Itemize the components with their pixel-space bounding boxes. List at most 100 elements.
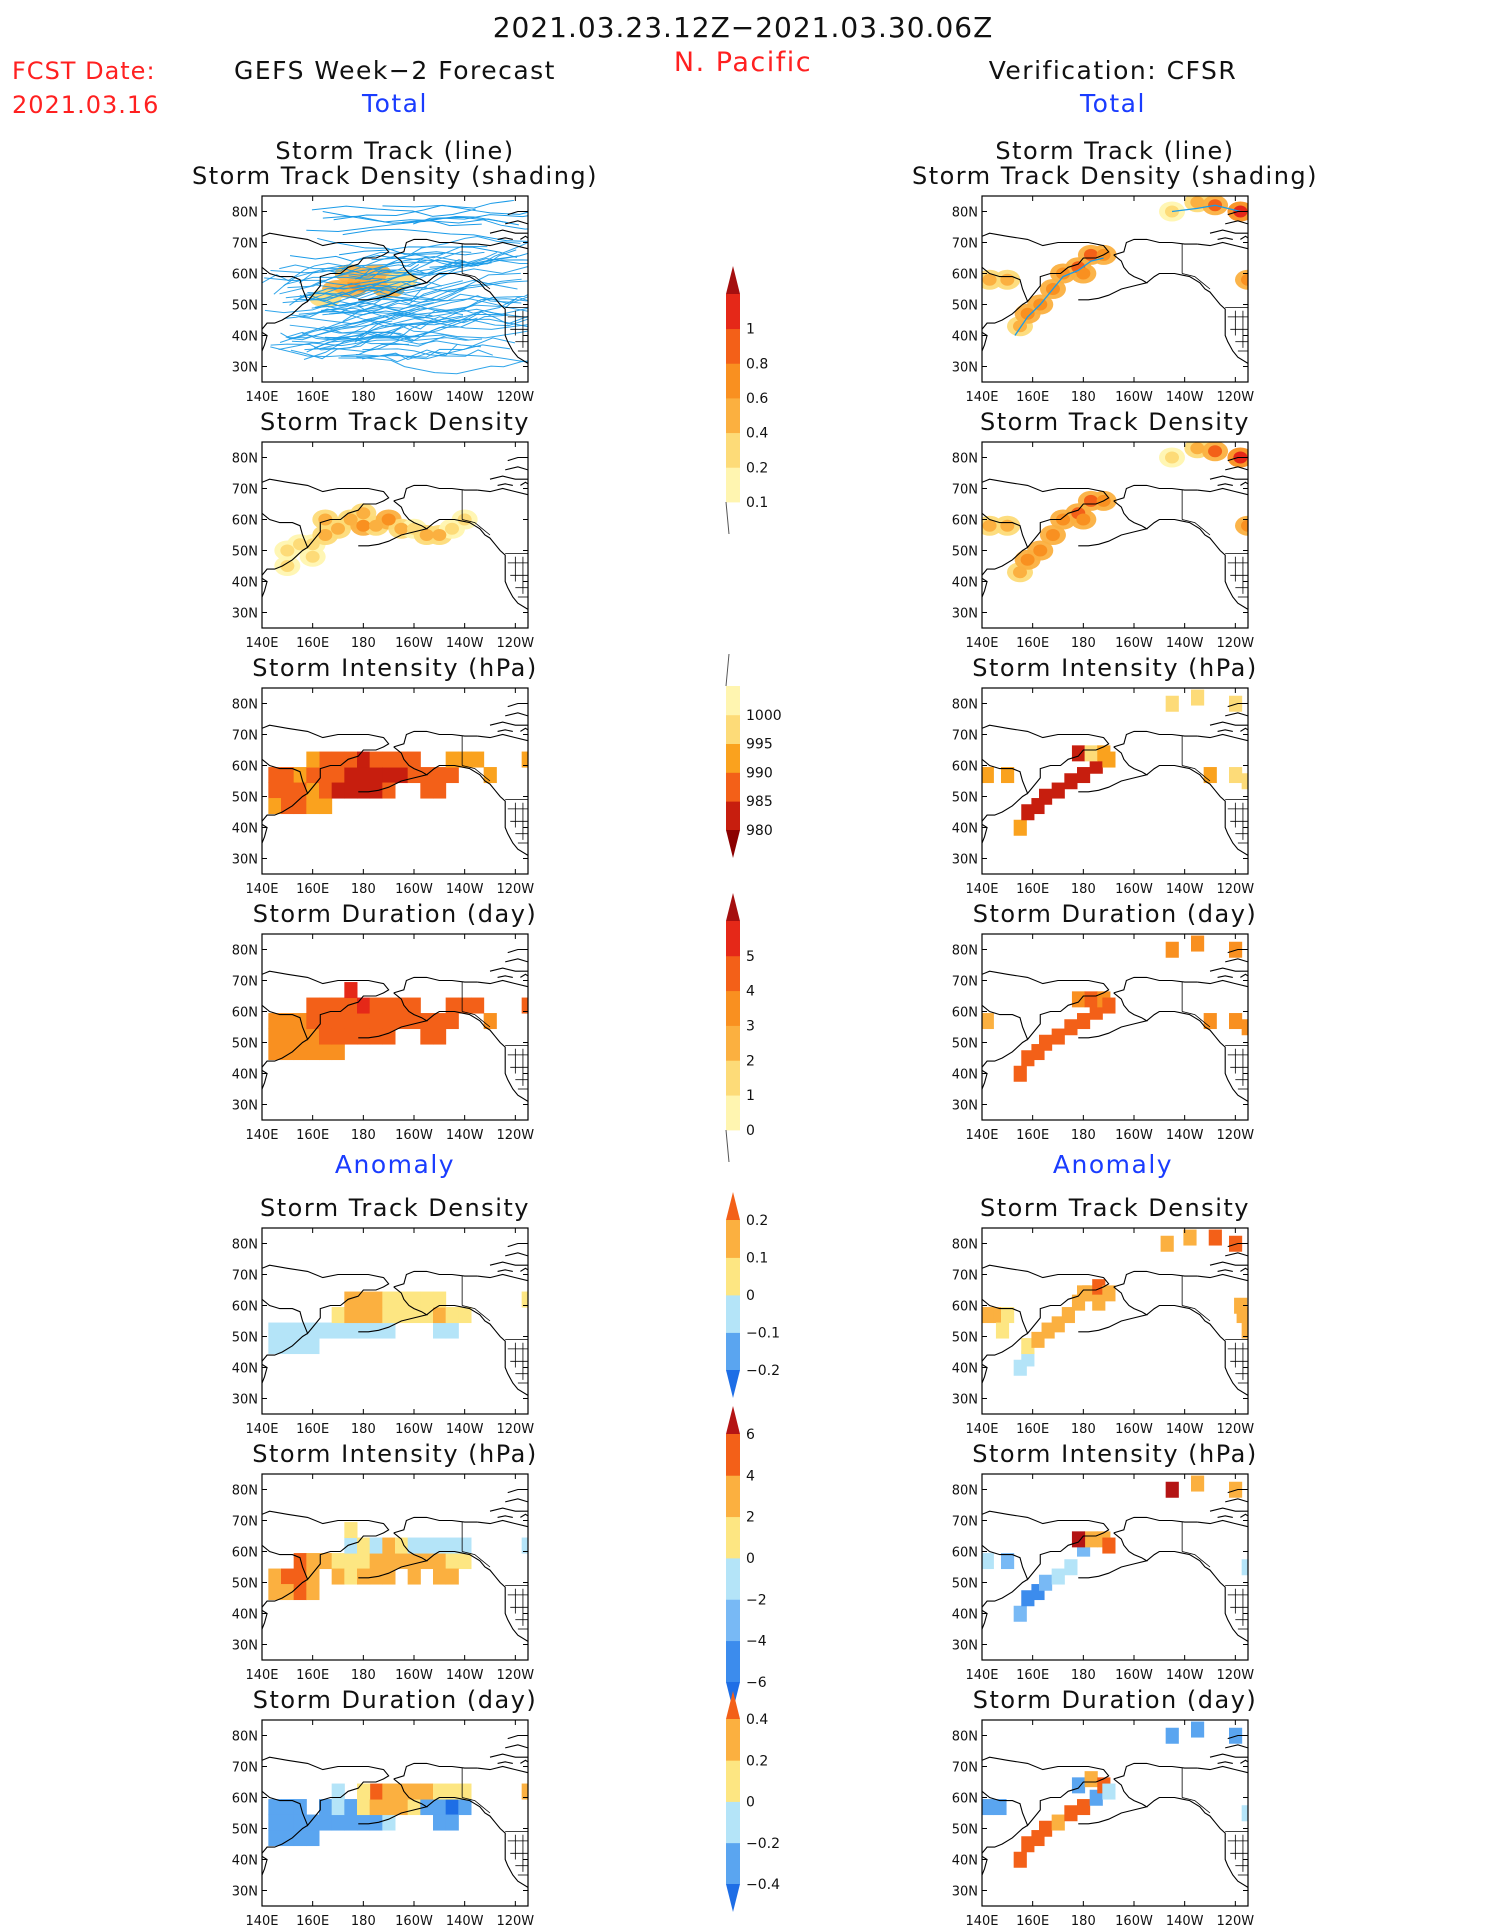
coastline: [982, 970, 1110, 1041]
coastline: [1240, 727, 1248, 732]
storm-track-line: [342, 228, 528, 242]
grid-cell: [319, 1013, 333, 1030]
colorbar-label: 0: [746, 1795, 755, 1811]
grid-cell: [268, 782, 282, 799]
density-core: [1190, 196, 1205, 209]
colorbar-label: −4: [746, 1634, 767, 1650]
panel-plot-area: [982, 442, 1248, 610]
grid-cell: [382, 1537, 396, 1554]
lat-tick-label: 60N: [232, 1300, 258, 1315]
grid-cell: [1077, 1013, 1091, 1030]
lat-tick-label: 80N: [232, 944, 258, 959]
lon-tick-label: 140W: [446, 636, 484, 651]
grid-cell: [331, 1322, 345, 1339]
lat-tick-label: 70N: [952, 237, 978, 252]
panel-plot-area: [262, 199, 528, 375]
grid-cell: [281, 1013, 295, 1030]
lat-tick-label: 40N: [232, 1068, 258, 1083]
storm-track-line: [306, 218, 519, 233]
grid-cell: [1013, 1851, 1027, 1868]
date-range-title: 2021.03.23.12Z−2021.03.30.06Z: [493, 11, 994, 44]
colorbar-duration_anom: −0.4 −0.2 0 0.2 0.4: [726, 1691, 780, 1912]
grid-cell: [433, 1013, 447, 1030]
grid-cell: [471, 997, 485, 1014]
grid-cell: [433, 1291, 447, 1308]
lon-tick-label: 140E: [965, 390, 998, 405]
grid-cell: [1102, 1783, 1116, 1800]
grid-cell: [993, 1799, 1007, 1816]
panel-plot-area: [262, 456, 528, 610]
colorbar-label: 985: [746, 794, 773, 810]
colorbar-density: 0.1 0.2 0.4 0.6 0.8 1: [725, 266, 768, 535]
coastline: [262, 724, 390, 795]
grid-cell: [281, 1814, 295, 1831]
grid-cell: [445, 767, 459, 784]
grid-cell: [306, 751, 320, 768]
coastline: [1225, 1498, 1248, 1503]
coastline: [1240, 973, 1248, 978]
storm-track-line: [348, 266, 528, 280]
colorbar-arrow-top: [726, 1691, 740, 1719]
lon-tick-label: 160E: [1016, 882, 1049, 897]
grid-cell: [407, 1799, 421, 1816]
grid-cell: [357, 1537, 371, 1554]
lat-tick-label: 80N: [232, 206, 258, 221]
grid-cell: [1229, 1013, 1243, 1030]
map-panel-fc_total_intensity: Storm Intensity (hPa) 30N 40N 50N 60N 70N 80N 1…: [232, 654, 536, 897]
coastline: [1217, 1515, 1233, 1518]
colorbar-label: −0.4: [746, 1877, 780, 1893]
colorbar-segment: [726, 743, 740, 773]
border-line: [462, 765, 491, 782]
right-anomaly-label: Anomaly: [1053, 1150, 1173, 1179]
lat-tick-label: 50N: [232, 545, 258, 560]
colorbar-label: 0: [746, 1288, 755, 1304]
grid-cell: [293, 782, 307, 799]
grid-cell: [1165, 941, 1179, 958]
panel-plot-area: [982, 196, 1248, 364]
grid-cell: [331, 1044, 345, 1061]
lat-tick-label: 80N: [952, 944, 978, 959]
grid-cell: [407, 1307, 421, 1324]
coastline: [1113, 1516, 1198, 1534]
colorbar-segment: [726, 772, 740, 802]
coastline: [1217, 483, 1233, 486]
coastline: [477, 1273, 528, 1282]
grid-cell: [1084, 1771, 1098, 1788]
lon-tick-label: 140E: [245, 882, 278, 897]
coastline: [1240, 481, 1248, 486]
lat-tick-label: 50N: [232, 1577, 258, 1592]
grid-cell: [458, 1307, 472, 1324]
lat-tick-label: 60N: [952, 1006, 978, 1021]
grid-cell: [1241, 1019, 1248, 1036]
map-panel-vr_anom_intensity: Storm Intensity (hPa) 30N 40N 50N 60N 70N 80N 1…: [952, 1440, 1256, 1683]
density-core: [1076, 513, 1091, 526]
lat-tick-label: 80N: [232, 452, 258, 467]
lon-tick-label: 180: [351, 882, 376, 897]
lon-tick-label: 140W: [1166, 390, 1204, 405]
lat-tick-label: 80N: [232, 1484, 258, 1499]
lon-tick-label: 120W: [1216, 1128, 1254, 1143]
colorbar-label: −0.2: [746, 1836, 780, 1852]
coastline: [1217, 1761, 1233, 1764]
grid-cell: [1191, 689, 1205, 706]
lat-tick-label: 60N: [232, 1546, 258, 1561]
lat-tick-label: 30N: [232, 1885, 258, 1900]
grid-cell: [331, 782, 345, 799]
coastline: [1197, 1273, 1248, 1282]
colorbar-segment: [726, 714, 740, 744]
coastline: [982, 792, 1028, 822]
grid-cell: [1089, 1003, 1103, 1020]
lat-tick-label: 80N: [952, 1238, 978, 1253]
grid-cell: [319, 751, 333, 768]
grid-cell: [268, 1799, 282, 1816]
grid-cell: [306, 798, 320, 815]
colorbar-segment: [726, 1801, 740, 1844]
lon-tick-label: 160E: [1016, 636, 1049, 651]
grid-cell: [281, 1044, 295, 1061]
coastline: [982, 1578, 1028, 1608]
colorbar-label: 6: [746, 1427, 755, 1443]
map-panel-vr_total_duration: Storm Duration (day) 30N 40N 50N 60N 70N 80N 14…: [952, 900, 1256, 1143]
grid-cell: [458, 1783, 472, 1800]
grid-cell: [293, 1338, 307, 1355]
colorbar-label: 4: [746, 1468, 755, 1484]
